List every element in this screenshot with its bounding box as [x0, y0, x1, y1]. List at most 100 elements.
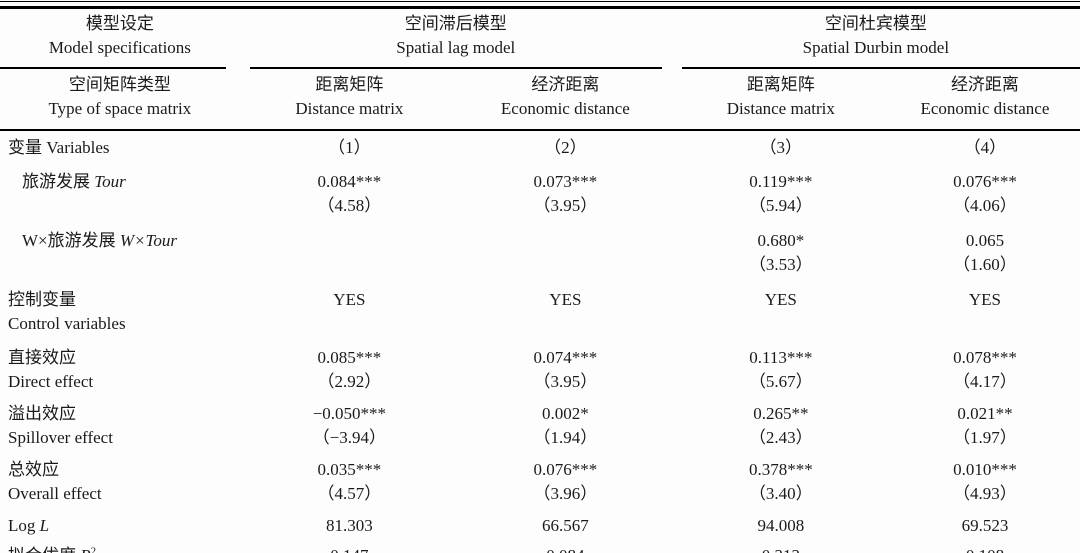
- row-direct-effect-label: 直接效应 Direct effect: [0, 342, 240, 398]
- row-overall-effect-label: 总效应 Overall effect: [0, 454, 240, 510]
- row-tour: 旅游发展 Tour 0.084*** （4.58） 0.073*** （3.95…: [0, 163, 1080, 225]
- header-col-distance-matrix-2: 距离矩阵 Distance matrix: [671, 69, 890, 131]
- tour-col4-coef: 0.076***: [953, 172, 1017, 191]
- overall-col1-coef: 0.035***: [317, 460, 382, 479]
- r2-col1: 0.147: [240, 541, 459, 553]
- row-r2-label-cn: 拟合优度: [8, 546, 80, 553]
- overall-col3-coef: 0.378***: [748, 460, 813, 479]
- header-spatial-durbin-en: Spatial Durbin model: [802, 38, 950, 57]
- row-log-likelihood-label: Log L: [0, 510, 240, 541]
- tour-col3-coef: 0.119***: [749, 172, 813, 191]
- direct-col4: 0.078*** （4.17）: [890, 342, 1080, 398]
- row-overall-label-cn: 总效应: [8, 460, 59, 479]
- direct-col3-coef: 0.113***: [749, 348, 813, 367]
- controls-col4: YES: [968, 290, 1001, 309]
- tour-col2-tstat: （3.95）: [533, 196, 598, 215]
- controls-col1: YES: [333, 290, 366, 309]
- row-controls-label-cn: 控制变量: [8, 290, 76, 309]
- row-overall-label-en: Overall effect: [8, 484, 102, 503]
- header-model-specifications-cn: 模型设定: [85, 14, 154, 33]
- row-spillover-effect: 溢出效应 Spillover effect −0.050*** （−3.94） …: [0, 398, 1080, 454]
- r2-col2: 0.084: [459, 541, 672, 553]
- w-tour-col3-coef: 0.680*: [757, 231, 805, 250]
- overall-col4-coef: 0.010***: [953, 460, 1017, 479]
- header-model-specifications: 模型设定 Model specifications: [0, 8, 240, 69]
- variables-col1: （1）: [328, 138, 371, 157]
- spillover-col3-tstat: （2.43）: [748, 428, 813, 447]
- header-col2-en: Economic distance: [500, 99, 630, 118]
- header-matrix-type-en: Type of space matrix: [48, 99, 192, 118]
- direct-col1-coef: 0.085***: [317, 348, 382, 367]
- row-direct-effect: 直接效应 Direct effect 0.085*** （2.92） 0.074…: [0, 342, 1080, 398]
- tour-col1: 0.084*** （4.58）: [240, 163, 459, 225]
- spillover-col4-coef: 0.021**: [957, 404, 1013, 423]
- direct-col1-tstat: （2.92）: [317, 372, 382, 391]
- header-col2-cn: 经济距离: [531, 75, 600, 94]
- row-tour-label-cn: 旅游发展: [22, 172, 95, 191]
- w-tour-col4-tstat: （1.60）: [953, 255, 1017, 274]
- cmidrule-spatial-lag: [249, 67, 662, 69]
- row-tour-label: 旅游发展 Tour: [0, 163, 240, 225]
- overall-col1: 0.035*** （4.57）: [240, 454, 459, 510]
- spillover-col3: 0.265** （2.43）: [672, 398, 890, 454]
- row-spillover-label-en: Spillover effect: [8, 428, 113, 447]
- tour-col1-tstat: （4.58）: [317, 196, 382, 215]
- controls-col3: YES: [764, 290, 797, 309]
- header-matrix-type-cn: 空间矩阵类型: [68, 75, 171, 94]
- row-goodness-of-fit-label: 拟合优度 R2: [0, 541, 240, 553]
- logl-col2: 66.567: [541, 516, 589, 535]
- row-spillover-label-cn: 溢出效应: [8, 404, 76, 423]
- w-tour-col1: [240, 225, 459, 282]
- header-col1-cn: 距离矩阵: [315, 75, 384, 94]
- row-tour-label-italic: Tour: [94, 172, 126, 191]
- tour-col4: 0.076*** （4.06）: [890, 163, 1080, 225]
- logl-col4: 69.523: [961, 516, 1009, 535]
- row-goodness-of-fit: 拟合优度 R2 0.147 0.084 0.313 0.108: [0, 541, 1080, 553]
- direct-col2-coef: 0.074***: [533, 348, 598, 367]
- spillover-col1: −0.050*** （−3.94）: [240, 398, 459, 454]
- tour-col2-coef: 0.073***: [533, 172, 598, 191]
- w-tour-col3-tstat: （3.53）: [748, 255, 813, 274]
- row-direct-label-en: Direct effect: [8, 372, 94, 391]
- row-w-tour-label-italic: W×Tour: [119, 231, 178, 250]
- spillover-col1-tstat: （−3.94）: [312, 428, 387, 447]
- tour-col3-tstat: （5.94）: [748, 196, 813, 215]
- spillover-col2-coef: 0.002*: [541, 404, 589, 423]
- header-group-row: 模型设定 Model specifications 空间滞后模型 Spatial…: [0, 8, 1080, 69]
- direct-col4-tstat: （4.17）: [953, 372, 1017, 391]
- w-tour-col2: [459, 225, 672, 282]
- overall-col4-tstat: （4.93）: [953, 484, 1017, 503]
- header-spatial-lag-en: Spatial lag model: [396, 38, 516, 57]
- spillover-col1-coef: −0.050***: [312, 404, 387, 423]
- cmidrule-spatial-durbin: [681, 67, 1080, 69]
- row-w-tour: W×旅游发展 W×Tour 0.680* （3.53） 0.065 （1.60）: [0, 225, 1080, 282]
- row-logl-label-italic: L: [39, 516, 50, 535]
- cmidrule-col1: [0, 67, 226, 69]
- variables-col4: （4）: [963, 138, 1007, 157]
- overall-col1-tstat: （4.57）: [317, 484, 382, 503]
- row-w-tour-label: W×旅游发展 W×Tour: [0, 225, 240, 282]
- spillover-col4-tstat: （1.97）: [953, 428, 1017, 447]
- header-group-spatial-lag: 空间滞后模型 Spatial lag model: [240, 8, 672, 69]
- row-log-likelihood: Log L 81.303 66.567 94.008 69.523: [0, 510, 1080, 541]
- row-spillover-effect-label: 溢出效应 Spillover effect: [0, 398, 240, 454]
- logl-col3: 94.008: [757, 516, 805, 535]
- spillover-col4: 0.021** （1.97）: [890, 398, 1080, 454]
- row-w-tour-label-cn: W×旅游发展: [22, 231, 120, 250]
- direct-col1: 0.085*** （2.92）: [240, 342, 459, 398]
- r2-col4: 0.108: [890, 541, 1080, 553]
- row-control-variables: 控制变量 Control variables YES YES YES YES: [0, 282, 1080, 342]
- tour-col4-tstat: （4.06）: [953, 196, 1017, 215]
- direct-col2-tstat: （3.95）: [533, 372, 598, 391]
- direct-col2: 0.074*** （3.95）: [459, 342, 672, 398]
- w-tour-col3: 0.680* （3.53）: [672, 225, 890, 282]
- direct-col4-coef: 0.078***: [953, 348, 1017, 367]
- row-r2-label-italic: R: [80, 546, 90, 553]
- row-controls-label-en: Control variables: [8, 314, 126, 333]
- header-col-distance-matrix-1: 距离矩阵 Distance matrix: [239, 69, 459, 131]
- row-control-variables-label: 控制变量 Control variables: [0, 282, 240, 342]
- header-model-specifications-en: Model specifications: [48, 38, 191, 57]
- overall-col3-tstat: （3.40）: [748, 484, 813, 503]
- overall-col2-tstat: （3.96）: [533, 484, 598, 503]
- header-matrix-row: 空间矩阵类型 Type of space matrix 距离矩阵 Distanc…: [0, 69, 1080, 131]
